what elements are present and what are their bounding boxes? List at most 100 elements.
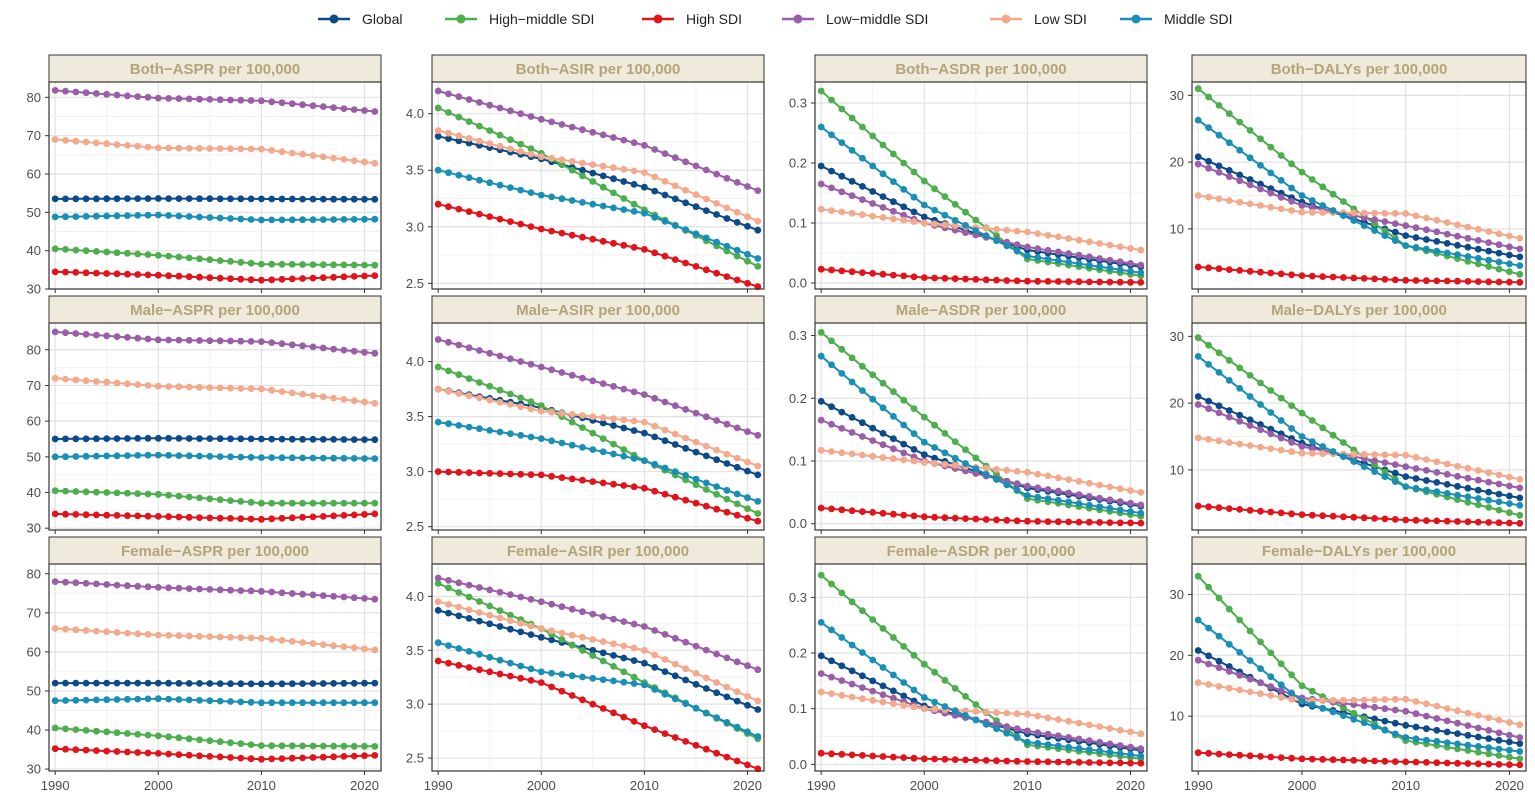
data-point [682,496,689,504]
data-point [1402,483,1410,490]
data-point [175,95,183,102]
data-point [72,626,80,634]
x-tick-label: 2010 [247,778,276,793]
data-point [527,113,535,120]
data-point [838,662,846,670]
data-point [900,211,908,219]
data-point [1116,519,1124,527]
data-point [1319,443,1327,450]
data-point [568,692,576,699]
data-point [1236,146,1244,154]
data-point [692,448,700,456]
series-low-middle-sdi [51,328,379,357]
data-point [361,752,368,760]
data-point [1096,240,1103,247]
data-point [828,337,835,345]
data-point [1298,697,1306,705]
data-point [879,682,887,690]
data-point [340,593,348,601]
data-point [51,374,59,382]
data-point [920,705,928,713]
data-point [527,398,535,406]
data-point [931,444,938,451]
data-point [1464,498,1472,506]
data-point [890,413,897,420]
data-point [869,687,877,695]
series-line [55,437,375,441]
data-point [558,474,566,481]
data-point [1485,469,1493,477]
data-point [278,195,286,203]
data-point [247,698,255,706]
data-point [1267,189,1275,197]
data-point [82,579,90,587]
data-point [1215,402,1223,410]
data-point [227,145,234,153]
data-point [175,734,183,742]
data-point [1205,193,1212,201]
data-point [1329,708,1337,716]
data-point [93,269,100,277]
data-point [1423,245,1430,253]
data-point [62,435,69,443]
data-point [486,602,494,610]
data-point [1454,462,1461,470]
data-point [1516,519,1524,527]
data-point [465,423,473,431]
data-point [507,107,514,115]
plot-area [49,82,381,289]
data-point [288,435,296,443]
data-point [1423,700,1430,708]
series-middle-sdi [434,418,762,505]
data-point [1075,518,1083,526]
data-point [455,341,463,349]
data-point [1464,234,1472,242]
data-point [51,136,59,143]
y-tick-label: 0.0 [789,757,807,772]
data-point [537,115,545,123]
data-point [445,420,452,428]
data-point [216,586,224,594]
data-point [1013,467,1021,475]
data-point [175,212,183,220]
data-point [1236,686,1244,694]
data-point [733,424,741,432]
data-point [941,221,949,229]
data-point [692,230,700,238]
data-point [517,110,525,118]
data-point [910,651,918,659]
data-point [1516,245,1524,253]
data-point [496,142,504,150]
data-point [175,492,183,500]
y-tick-label: 30 [1170,587,1184,602]
data-point [1298,272,1306,279]
data-point [671,734,679,741]
data-point [476,99,483,106]
data-point [900,272,908,280]
data-point [113,91,121,99]
data-point [1065,518,1072,526]
data-point [859,269,866,276]
data-point [682,738,689,745]
data-point [900,440,908,448]
data-point [1205,503,1212,511]
data-point [744,467,751,475]
data-point [682,665,689,673]
data-point [350,499,358,507]
data-point [258,385,265,393]
data-point [361,261,368,269]
data-point [1319,450,1327,457]
data-point [1423,214,1430,222]
data-point [278,275,286,283]
data-point [1236,671,1244,679]
data-point [744,514,751,522]
data-point [455,113,463,121]
data-point [1506,492,1513,500]
data-point [702,452,710,460]
data-point [319,261,327,269]
data-point [620,713,628,721]
data-point [278,636,286,644]
data-point [1024,252,1031,260]
data-point [258,699,265,707]
data-point [1225,407,1233,414]
